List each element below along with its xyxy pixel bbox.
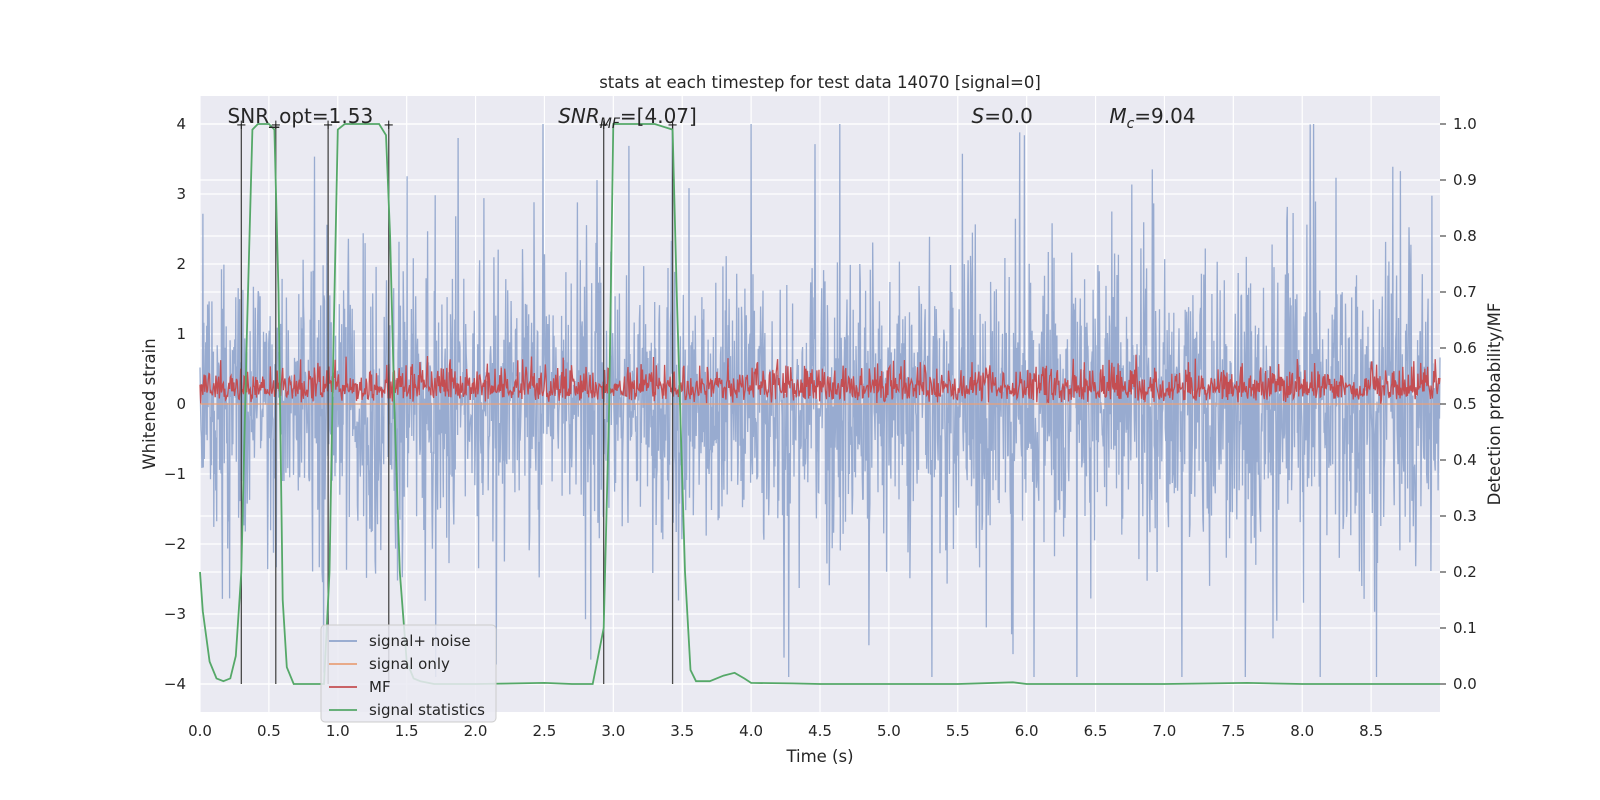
left-tick-label: 0 — [176, 395, 186, 413]
right-tick-label: 0.4 — [1453, 451, 1477, 469]
right-axis-ticks: 1.0 0.9 0.8 0.7 0.6 0.5 0.4 0.3 0.2 0.1 0.0 — [1440, 115, 1477, 693]
legend: signal+ noise signal only MF signal statist… — [320, 624, 497, 723]
right-tick-label: 1.0 — [1453, 115, 1477, 133]
left-tick-label: 3 — [176, 185, 186, 203]
left-tick-label: 2 — [176, 255, 186, 273]
right-tick-label: 0.9 — [1453, 171, 1477, 189]
x-tick-label: 1.5 — [395, 722, 419, 740]
x-tick-label: 5.5 — [946, 722, 970, 740]
right-tick-label: 0.7 — [1453, 283, 1477, 301]
x-axis-ticks: 0.0 0.5 1.0 1.5 2.0 2.5 3.0 3.5 4.0 4.5 5.0 5.5 6.0 6… — [188, 722, 1383, 740]
legend-label: signal+ noise — [369, 632, 471, 650]
left-axis-label: Whitened strain — [140, 338, 159, 469]
x-tick-label: 4.0 — [739, 722, 763, 740]
vertical-marker-label: + — [667, 118, 678, 133]
legend-label: signal only — [369, 655, 450, 673]
legend-box — [320, 624, 497, 723]
left-tick-label: 1 — [176, 325, 186, 343]
vertical-marker-label: + — [598, 118, 609, 133]
left-tick-label: −1 — [164, 465, 186, 483]
right-axis-label: Detection probability/MF — [1485, 303, 1504, 506]
mf-series — [199, 354, 1441, 404]
annotations: SNR_opt=1.53 SNRMF=[4.07] S=0.0 Mc=9.04 — [228, 104, 1196, 132]
legend-label: signal statistics — [369, 701, 485, 719]
right-tick-label: 0.2 — [1453, 563, 1477, 581]
x-tick-label: 2.5 — [533, 722, 557, 740]
x-tick-label: 0.0 — [188, 722, 212, 740]
vertical-marker-label: + — [270, 118, 281, 133]
vertical-marker-label: + — [323, 118, 334, 133]
x-tick-label: 8.5 — [1359, 722, 1383, 740]
legend-label: MF — [369, 678, 391, 696]
x-tick-label: 2.0 — [464, 722, 488, 740]
annotation-s: S=0.0 — [972, 104, 1033, 128]
x-tick-label: 0.5 — [257, 722, 281, 740]
left-axis-ticks: 4 3 2 1 0 −1 −2 −3 −4 — [164, 115, 186, 693]
right-tick-label: 0.1 — [1453, 619, 1477, 637]
x-tick-label: 6.5 — [1084, 722, 1108, 740]
x-tick-label: 6.0 — [1015, 722, 1039, 740]
x-tick-label: 5.0 — [877, 722, 901, 740]
x-axis-label: Time (s) — [785, 747, 853, 766]
x-tick-label: 4.5 — [808, 722, 832, 740]
right-tick-label: 0.5 — [1453, 395, 1477, 413]
mf-line — [199, 354, 1441, 404]
x-tick-label: 1.0 — [326, 722, 350, 740]
x-tick-label: 3.5 — [670, 722, 694, 740]
vertical-marker-label: + — [383, 118, 394, 133]
right-tick-label: 0.0 — [1453, 675, 1477, 693]
right-tick-label: 0.3 — [1453, 507, 1477, 525]
left-tick-label: −4 — [164, 675, 186, 693]
x-tick-label: 8.0 — [1290, 722, 1314, 740]
chart-title: stats at each timestep for test data 140… — [599, 73, 1041, 92]
x-tick-label: 7.5 — [1221, 722, 1245, 740]
annotation-snr_mf: SNRMF=[4.07] — [558, 104, 697, 132]
annotation-snr_opt: SNR_opt=1.53 — [228, 104, 374, 128]
left-tick-label: −2 — [164, 535, 186, 553]
left-tick-label: 4 — [176, 115, 186, 133]
left-tick-label: −3 — [164, 605, 186, 623]
right-tick-label: 0.8 — [1453, 227, 1477, 245]
x-tick-label: 7.0 — [1153, 722, 1177, 740]
right-tick-label: 0.6 — [1453, 339, 1477, 357]
vertical-marker-label: + — [236, 118, 247, 133]
annotation-mc: Mc=9.04 — [1109, 104, 1195, 132]
x-tick-label: 3.0 — [601, 722, 625, 740]
